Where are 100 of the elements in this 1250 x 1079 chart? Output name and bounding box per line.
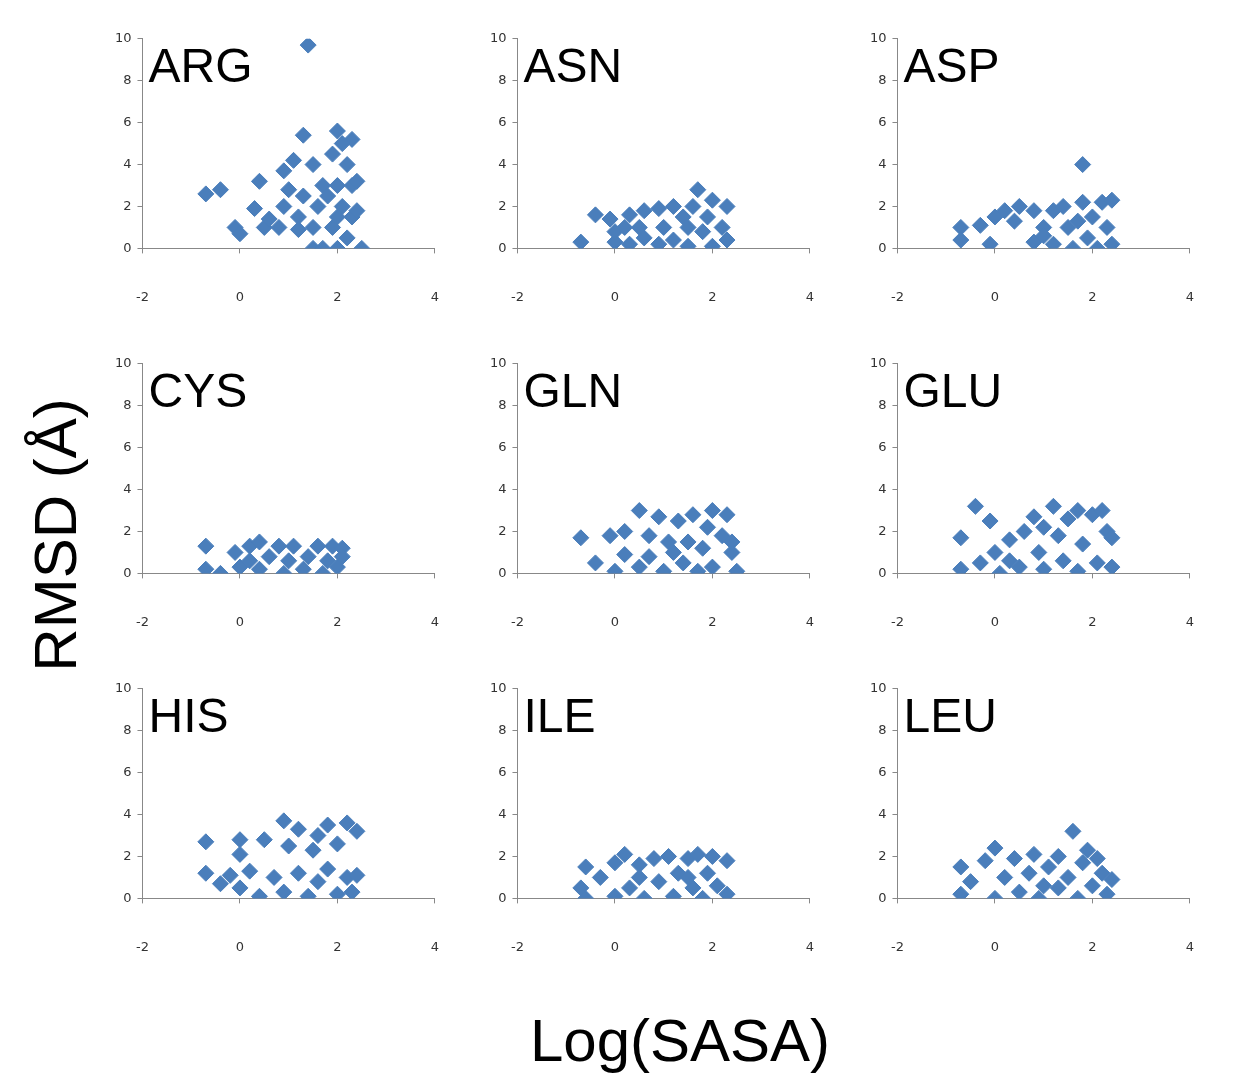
point xyxy=(664,543,682,561)
point xyxy=(679,533,697,551)
point xyxy=(952,858,970,876)
point xyxy=(996,868,1014,886)
y-axis-title: RMSD (Å) xyxy=(20,398,90,672)
y-tick-label: 8 xyxy=(878,722,887,738)
point xyxy=(304,841,322,859)
point xyxy=(976,852,994,870)
point xyxy=(231,879,249,897)
point xyxy=(1020,864,1038,882)
point xyxy=(703,502,721,520)
y-tick-label: 6 xyxy=(123,114,132,130)
x-tick-label: 2 xyxy=(708,613,717,629)
y-tick-label: 8 xyxy=(878,72,887,88)
y-tick-label: 2 xyxy=(123,197,132,213)
chart-title: ILE xyxy=(523,689,596,743)
point xyxy=(294,126,312,144)
point xyxy=(289,820,307,838)
y-tick-label: 4 xyxy=(878,480,887,496)
x-tick-label: 2 xyxy=(1088,288,1097,304)
chart-title: GLU xyxy=(903,364,1003,418)
point xyxy=(1083,877,1101,895)
point xyxy=(966,497,984,515)
point xyxy=(280,181,298,199)
chart-title: CYS xyxy=(148,364,248,418)
x-tick-label: 2 xyxy=(333,938,342,954)
point xyxy=(621,206,639,224)
point xyxy=(1040,858,1058,876)
point xyxy=(635,202,653,220)
x-tick-label: -2 xyxy=(891,288,904,304)
y-tick-label: 4 xyxy=(878,155,887,171)
y-tick-label: 2 xyxy=(498,197,507,213)
point xyxy=(294,187,312,205)
point xyxy=(285,151,303,169)
point xyxy=(664,197,682,215)
point xyxy=(1093,502,1111,520)
y-tick-label: 0 xyxy=(498,564,507,580)
y-tick-label: 10 xyxy=(114,30,132,46)
point xyxy=(650,508,668,526)
x-tick-label: -2 xyxy=(511,938,524,954)
point xyxy=(718,231,736,249)
point xyxy=(630,502,648,520)
chart-title: HIS xyxy=(148,689,229,743)
point xyxy=(304,156,322,174)
point xyxy=(572,529,590,547)
point xyxy=(1049,527,1067,545)
x-tick-label: 2 xyxy=(333,613,342,629)
y-tick-label: 6 xyxy=(878,764,887,780)
chart-title: LEU xyxy=(903,689,997,743)
point xyxy=(660,533,678,551)
point xyxy=(1030,543,1048,561)
x-tick-label: 4 xyxy=(430,938,440,954)
point xyxy=(689,181,707,199)
y-tick-label: 4 xyxy=(878,805,887,821)
point xyxy=(1074,156,1092,174)
point xyxy=(1079,229,1097,247)
chart-title: ARG xyxy=(148,39,253,93)
point xyxy=(1049,847,1067,865)
point xyxy=(348,866,366,884)
point xyxy=(319,816,337,834)
point xyxy=(275,162,293,180)
point xyxy=(304,218,322,236)
x-tick-label: -2 xyxy=(511,288,524,304)
y-tick-label: 2 xyxy=(123,847,132,863)
x-tick-label: 0 xyxy=(610,288,620,304)
point xyxy=(616,522,634,540)
point xyxy=(986,839,1004,857)
x-tick-label: 4 xyxy=(1185,613,1195,629)
point xyxy=(986,208,1004,226)
y-tick-label: 6 xyxy=(123,764,132,780)
point xyxy=(1074,535,1092,553)
chart-title: ASP xyxy=(903,39,1000,93)
y-tick-label: 0 xyxy=(878,889,887,905)
point xyxy=(952,231,970,249)
x-tick-label: 4 xyxy=(805,613,815,629)
x-tick-label: 0 xyxy=(235,613,245,629)
x-tick-label: 4 xyxy=(1185,288,1195,304)
y-tick-label: 8 xyxy=(498,397,507,413)
point xyxy=(1074,854,1092,872)
point xyxy=(270,218,288,236)
point xyxy=(1025,845,1043,863)
y-tick-label: 10 xyxy=(869,30,887,46)
y-tick-label: 8 xyxy=(498,72,507,88)
point xyxy=(338,814,356,832)
point xyxy=(309,197,327,215)
point xyxy=(640,548,658,566)
point xyxy=(674,554,692,572)
point xyxy=(981,512,999,530)
point xyxy=(1001,531,1019,549)
point xyxy=(1015,522,1033,540)
point xyxy=(275,812,293,830)
point xyxy=(260,210,278,228)
x-tick-label: 4 xyxy=(430,613,440,629)
point xyxy=(197,833,215,851)
point xyxy=(630,558,648,574)
point xyxy=(246,200,264,218)
point xyxy=(333,135,351,153)
x-tick-label: 0 xyxy=(610,938,620,954)
point xyxy=(241,862,259,880)
point xyxy=(1079,841,1097,859)
